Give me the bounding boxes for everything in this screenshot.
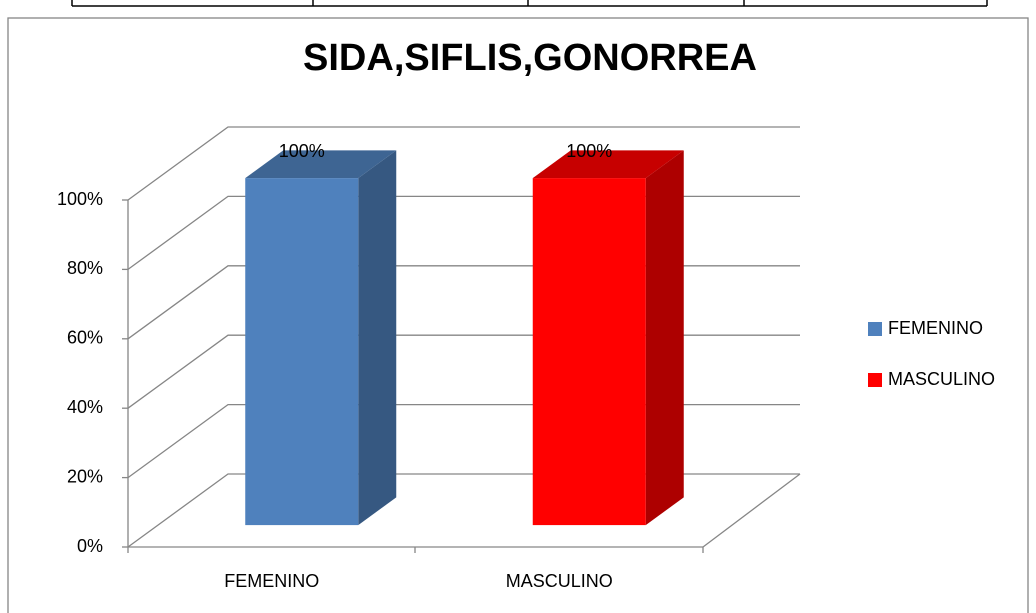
y-tick-label: 20%: [67, 466, 103, 486]
chart-border: [7, 17, 1029, 613]
data-label: 100%: [279, 141, 325, 161]
legend-swatch: [868, 373, 882, 387]
bar-side: [645, 150, 684, 526]
grid-line: [127, 126, 800, 201]
grid-line: [127, 473, 800, 548]
y-tick-label: 40%: [67, 397, 103, 417]
x-tick-label: FEMENINO: [224, 571, 319, 591]
grid-line: [127, 265, 800, 340]
bar: [245, 178, 359, 526]
axes: [127, 200, 801, 553]
legend-label: FEMENINO: [888, 318, 983, 338]
data-label: 100%: [566, 141, 612, 161]
grid-line: [127, 403, 800, 479]
y-tick-label: 100%: [57, 189, 103, 209]
y-tick-label: 0%: [77, 536, 103, 556]
bar: [532, 178, 646, 526]
legend-swatch: [868, 322, 882, 336]
table-fragment: [71, 0, 988, 7]
grid-line: [127, 195, 800, 270]
y-tick-label: 80%: [67, 258, 103, 278]
y-tick-label: 60%: [67, 328, 103, 348]
legend-label: MASCULINO: [888, 369, 995, 389]
bar-top: [245, 150, 397, 179]
bar-top: [532, 150, 684, 179]
chart-title: SIDA,SIFLIS,GONORREA: [303, 37, 757, 79]
x-tick-label: MASCULINO: [506, 571, 613, 591]
grid-line: [127, 334, 800, 409]
bar-side: [358, 150, 397, 526]
